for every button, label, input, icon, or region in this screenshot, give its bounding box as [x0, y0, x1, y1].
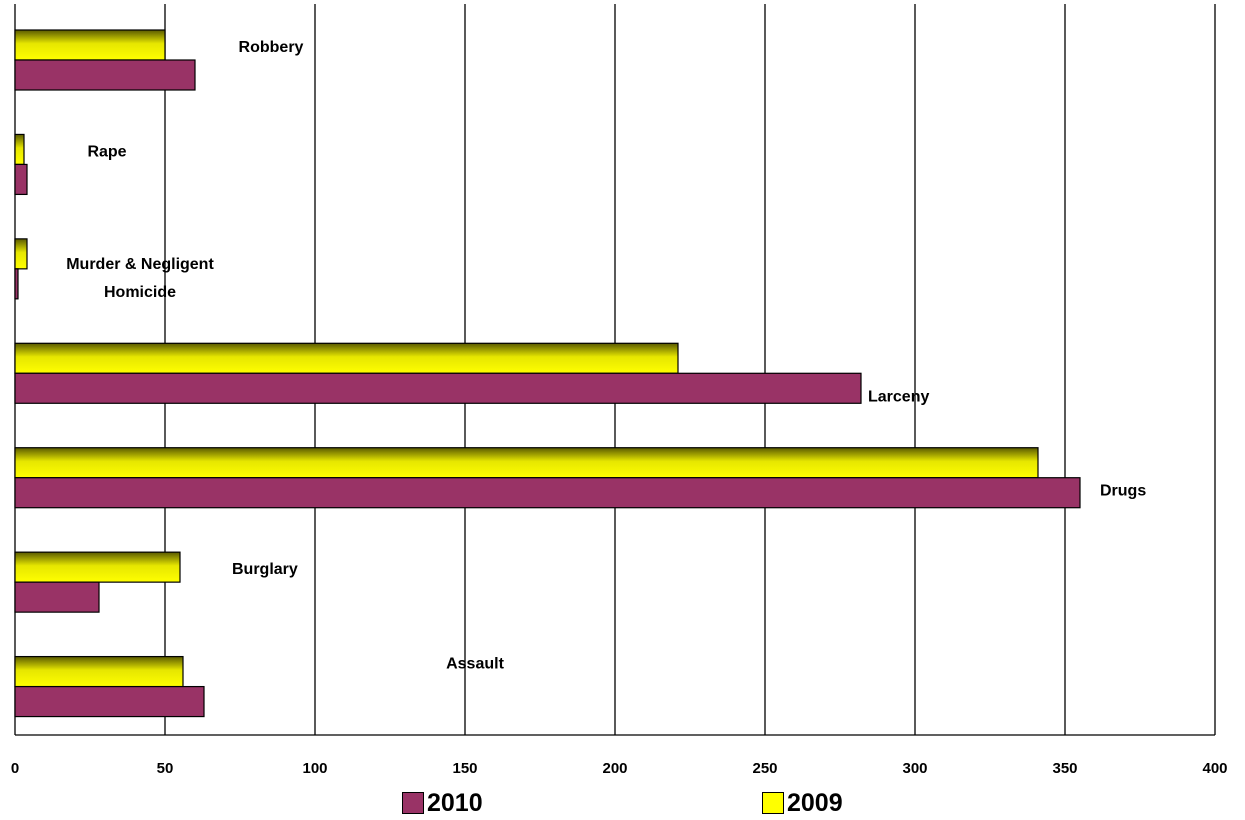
x-tick-label: 100 — [302, 760, 327, 777]
bar-2009 — [14, 447, 1039, 479]
legend-label-2010: 2010 — [427, 788, 483, 817]
bar-2010 — [14, 372, 862, 404]
category-label: Rape — [87, 143, 126, 160]
bar-2010 — [14, 268, 19, 300]
x-tick-label: 300 — [902, 760, 927, 777]
bar-2010 — [14, 59, 196, 91]
bar-2009 — [14, 655, 184, 688]
x-tick-label: 150 — [452, 760, 477, 777]
x-tick-label: 50 — [157, 760, 174, 777]
bar-2010 — [14, 581, 100, 613]
category-label: Robbery — [239, 39, 304, 56]
x-tick-label: 200 — [602, 760, 627, 777]
bar-2010 — [14, 163, 28, 196]
x-tick-label: 250 — [752, 760, 777, 777]
bar-2009 — [14, 133, 25, 166]
crime-bar-chart: Assault Burglary Drugs Larceny Murder & Negl… — [11, 4, 1228, 777]
bar-2009 — [14, 238, 28, 270]
legend-swatch-2009 — [762, 792, 784, 814]
category-label: Burglary — [232, 561, 298, 578]
x-tick-labels: 0 50 100 150 200 250 300 350 400 — [11, 760, 1228, 777]
category-label: Drugs — [1100, 483, 1146, 500]
x-tick-label: 400 — [1202, 760, 1227, 777]
legend-label-2009: 2009 — [787, 788, 843, 817]
legend-2009: 2009 — [762, 788, 843, 818]
category-labels: Assault Burglary Drugs Larceny Murder & Negl… — [66, 39, 1146, 673]
x-tick-label: 0 — [11, 760, 19, 777]
bar-2009 — [14, 29, 166, 61]
bar-2010 — [14, 477, 1081, 509]
category-label: Assault — [446, 656, 504, 673]
bars — [14, 29, 1081, 718]
legend-2010: 2010 — [402, 788, 483, 818]
x-tick-label: 350 — [1052, 760, 1077, 777]
category-label: Murder & Negligent Homicide — [66, 256, 214, 301]
bar-2010 — [14, 685, 205, 718]
category-label: Larceny — [868, 388, 929, 405]
bar-2009 — [14, 551, 181, 583]
bar-2009 — [14, 342, 679, 374]
legend-swatch-2010 — [402, 792, 424, 814]
